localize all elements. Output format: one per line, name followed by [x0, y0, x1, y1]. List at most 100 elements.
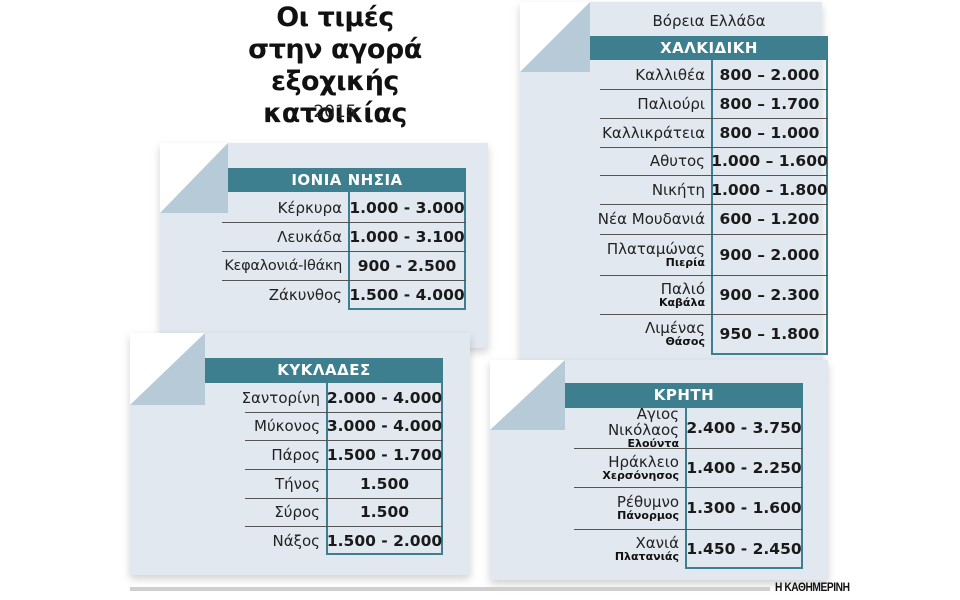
row-divider — [245, 412, 443, 413]
table-row: Μύκονος 3.000 - 4.000 — [205, 412, 443, 440]
place-main: Ηράκλειο — [608, 452, 679, 471]
publisher-logo: Η ΚΑΘΗΜΕΡΙΝΗ — [775, 580, 850, 594]
place-name: Καλλιθέα — [635, 65, 705, 84]
north-card — [520, 2, 822, 383]
place-name: Νικήτη — [651, 180, 705, 199]
row-divider — [600, 234, 828, 235]
row-divider — [574, 487, 803, 488]
crete-table: Αγιος Νικόλαος Ελούντα 2.400 - 3.750 Ηρά… — [565, 405, 803, 569]
place-name: Αθυτος — [649, 152, 705, 170]
table-row: Καλλιθέα 800 – 2.000 — [590, 60, 828, 89]
price-range: 950 – 1.800 — [719, 325, 820, 343]
place-name: Νέα Μουδανιά — [597, 210, 705, 228]
table-row: Κεφαλονιά-Ιθάκη 900 - 2.500 — [218, 251, 466, 280]
price-range: 1.500 — [359, 474, 410, 493]
north-value-column — [711, 60, 828, 355]
table-row: Κέρκυρα 1.000 - 3.000 — [218, 193, 466, 222]
table-row: Πάρος 1.500 - 1.700 — [205, 440, 443, 469]
table-row: Αγιος Νικόλαος Ελούντα 2.400 - 3.750 — [565, 405, 803, 450]
row-divider — [245, 498, 443, 499]
ionia-table: Κέρκυρα 1.000 - 3.000 Λευκάδα 1.000 - 3.… — [218, 193, 466, 309]
place-area: Ελούντα — [627, 437, 679, 450]
cyclades-table: Σαντορίνη 2.000 - 4.000 Μύκονος 3.000 - … — [205, 384, 443, 555]
place-name: Σαντορίνη — [241, 389, 320, 407]
table-row: Παλιούρι 800 – 1.700 — [590, 89, 828, 118]
place-name: Πλαταμώνας Πιερία — [590, 241, 711, 269]
row-divider — [245, 440, 443, 441]
place-name: Νάξος — [272, 531, 320, 550]
table-row: Τήνος 1.500 — [205, 469, 443, 498]
table-row: Σαντορίνη 2.000 - 4.000 — [205, 384, 443, 412]
row-divider — [600, 175, 828, 176]
place-name: Λιμένας Θάσος — [590, 320, 711, 348]
place-main: Αγιος Νικόλαος — [607, 405, 679, 439]
price-range: 900 - 2.500 — [357, 256, 457, 275]
row-divider — [245, 469, 443, 470]
table-row: Αθυτος 1.000 – 1.600 — [590, 147, 828, 175]
ionia-header: ΙΟΝΙΑ ΝΗΣΙΑ — [228, 168, 466, 192]
chalkidiki-header: ΧΑΛΚΙΔΙΚΗ — [590, 36, 828, 60]
place-name: Παλιό Καβάλα — [590, 281, 711, 309]
place-main: Χανιά — [635, 534, 679, 552]
price-range: 2.400 - 3.750 — [686, 419, 802, 437]
table-row: Ηράκλειο Χερσόνησος 1.400 - 2.250 — [565, 448, 803, 487]
row-divider — [222, 280, 466, 281]
north-table: Καλλιθέα 800 – 2.000 Παλιούρι 800 – 1.70… — [590, 60, 828, 354]
price-range: 3.000 - 4.000 — [326, 417, 443, 435]
price-range: 1.500 - 4.000 — [349, 285, 465, 304]
place-name: Κέρκυρα — [277, 198, 342, 217]
row-divider — [600, 314, 828, 315]
title-line-2: στην αγορά εξοχικής — [248, 34, 422, 97]
title-line-1: Οι τιμές — [276, 2, 394, 33]
row-divider — [574, 448, 803, 449]
price-range: 900 – 2.300 — [719, 285, 820, 304]
row-divider — [600, 275, 828, 276]
place-name: Λευκάδα — [277, 227, 342, 246]
table-row: Νέα Μουδανιά 600 – 1.200 — [590, 204, 828, 234]
price-range: 800 – 1.000 — [719, 123, 820, 142]
place-area: Πάνορμος — [617, 509, 679, 522]
table-row: Καλλικράτεια 800 – 1.000 — [590, 118, 828, 147]
table-row: Λευκάδα 1.000 - 3.100 — [218, 222, 466, 251]
price-range: 800 – 2.000 — [719, 65, 820, 84]
place-main: Λιμένας — [644, 319, 705, 337]
crete-value-column — [685, 408, 803, 569]
price-range: 1.450 - 2.450 — [686, 540, 802, 558]
place-name: Χανιά Πλατανιάς — [565, 535, 685, 563]
crete-header: ΚΡΗΤΗ — [565, 383, 803, 408]
footer-rule — [130, 587, 770, 591]
price-range: 1.000 – 1.800 — [711, 180, 828, 199]
place-name: Σύρος — [274, 503, 320, 521]
price-range: 1.500 - 2.000 — [326, 531, 443, 550]
place-main: Πλαταμώνας — [606, 239, 705, 258]
table-row: Παλιό Καβάλα 900 – 2.300 — [590, 275, 828, 314]
row-divider — [600, 118, 828, 119]
table-row: Νικήτη 1.000 – 1.800 — [590, 175, 828, 204]
price-range: 1.500 — [359, 503, 410, 521]
table-row: Ζάκυνθος 1.500 - 4.000 — [218, 280, 466, 309]
place-area: Χερσόνησος — [602, 468, 679, 482]
place-name: Πάρος — [271, 445, 320, 464]
row-divider — [222, 222, 466, 223]
price-range: 900 – 2.000 — [719, 245, 820, 264]
table-row: Λιμένας Θάσος 950 – 1.800 — [590, 314, 828, 354]
row-divider — [600, 89, 828, 90]
price-range: 1.000 - 3.000 — [349, 198, 465, 217]
row-divider — [222, 251, 466, 252]
place-name: Μύκονος — [254, 417, 320, 435]
cyclades-header: ΚΥΚΛΑΔΕΣ — [205, 358, 443, 383]
infographic-title: Οι τιμές στην αγορά εξοχικής κατοικίας — [210, 2, 460, 130]
title-line-3: κατοικίας — [263, 98, 407, 129]
price-range: 600 – 1.200 — [719, 210, 820, 228]
price-range: 2.000 - 4.000 — [326, 389, 443, 407]
row-divider — [600, 147, 828, 148]
table-row: Πλαταμώνας Πιερία 900 – 2.000 — [590, 234, 828, 275]
year-label: 2015 — [313, 102, 357, 122]
price-range: 800 – 1.700 — [719, 94, 820, 113]
place-name: Καλλικράτεια — [602, 123, 705, 142]
table-row: Χανιά Πλατανιάς 1.450 - 2.450 — [565, 529, 803, 569]
place-name: Ρέθυμνο Πάνορμος — [565, 494, 685, 522]
table-row: Νάξος 1.500 - 2.000 — [205, 526, 443, 555]
table-row: Ρέθυμνο Πάνορμος 1.300 - 1.600 — [565, 487, 803, 529]
place-main: Παλιό — [660, 279, 705, 298]
